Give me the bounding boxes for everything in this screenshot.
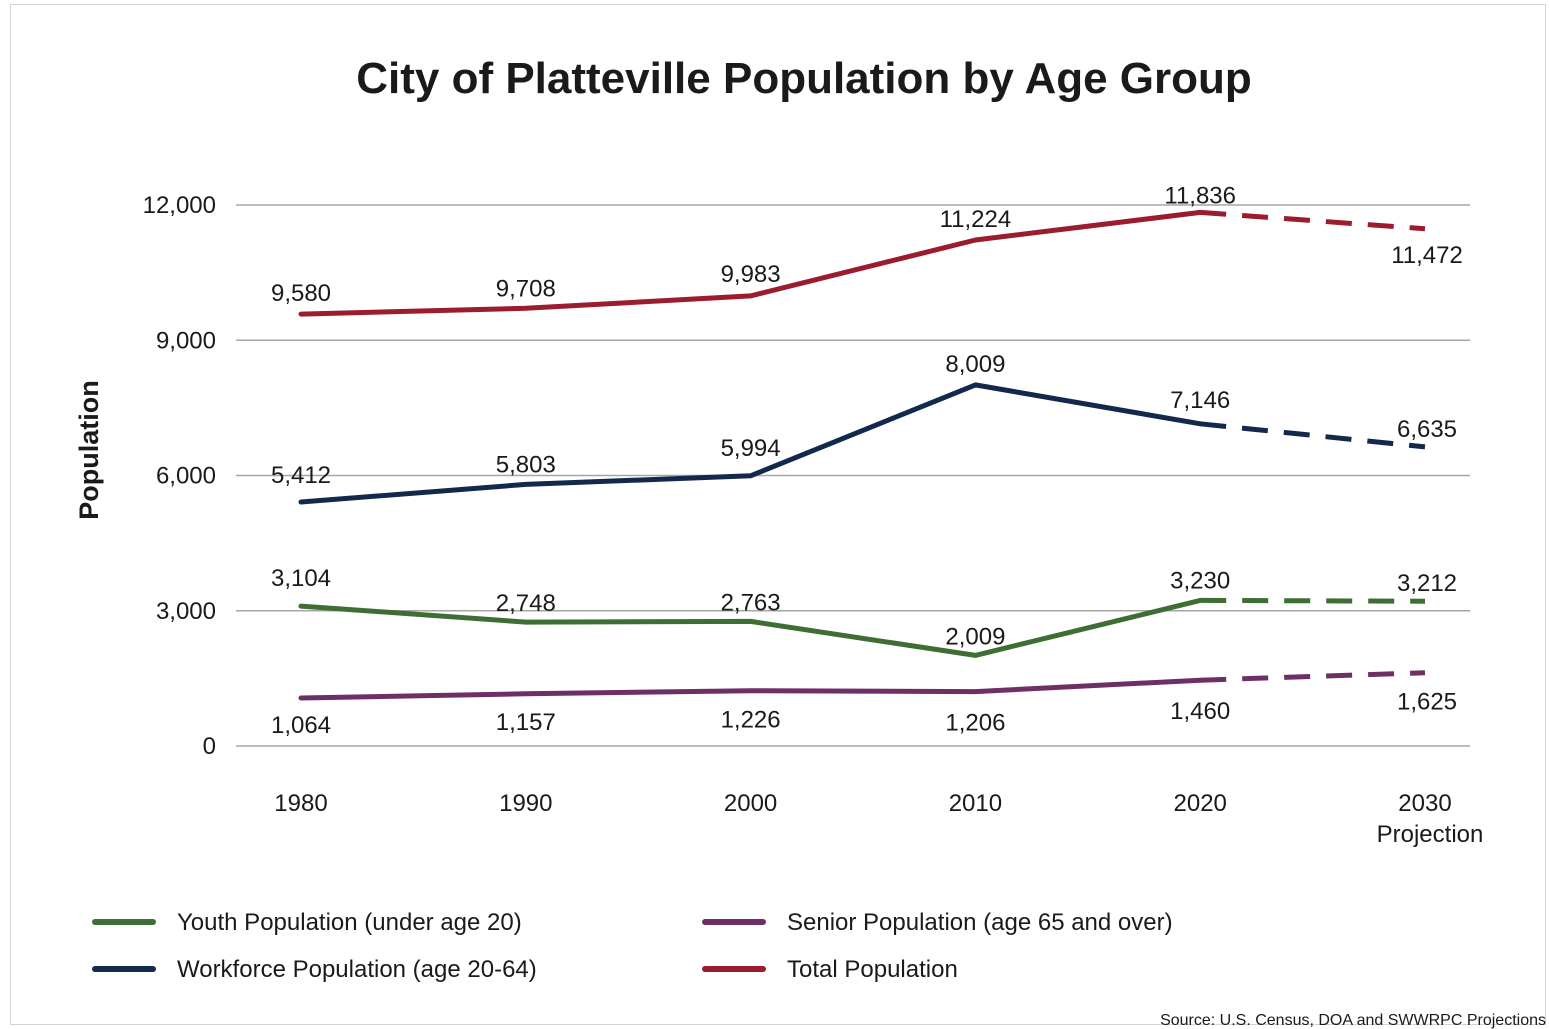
- data-label: 2,763: [721, 589, 781, 616]
- x-tick-label: 2010: [949, 790, 1002, 817]
- data-label: 2,748: [496, 590, 556, 617]
- y-tick-label: 9,000: [156, 327, 216, 354]
- y-tick-label: 12,000: [143, 192, 216, 219]
- x-tick-label: 1990: [499, 790, 552, 817]
- y-tick-label: 0: [203, 733, 216, 760]
- data-label: 1,226: [721, 707, 781, 734]
- y-axis-ticks: 0 3,000 6,000 9,000 12,000: [143, 192, 216, 760]
- x-axis-ticks: 1980 1990 2000 2010 2020 2030 Projection: [274, 790, 1483, 848]
- x-tick-sublabel: Projection: [1377, 821, 1484, 848]
- data-label: 11,836: [1164, 182, 1236, 209]
- data-label: 5,994: [721, 435, 781, 462]
- data-label: 5,803: [496, 451, 556, 478]
- legend-label: Senior Population (age 65 and over): [787, 909, 1173, 936]
- y-tick-label: 6,000: [156, 463, 216, 490]
- data-label: 1,460: [1170, 698, 1230, 725]
- legend: Youth Population (under age 20) Senior Po…: [92, 909, 1173, 983]
- data-label: 9,708: [496, 275, 556, 302]
- data-labels: 9,580 9,708 9,983 11,224 11,836 11,472 5,412 5,…: [271, 182, 1463, 739]
- data-label: 6,635: [1397, 416, 1457, 443]
- x-tick-label: 2000: [724, 790, 777, 817]
- data-label: 1,157: [496, 709, 556, 736]
- series-line-solid: [298, 597, 1203, 658]
- legend-label: Youth Population (under age 20): [177, 909, 522, 936]
- series-line-projection: [1200, 209, 1426, 232]
- gridlines: [236, 204, 1470, 747]
- x-tick-label: 2020: [1174, 790, 1227, 817]
- source-note: Source: U.S. Census, DOA and SWWRPC Proj…: [1160, 1012, 1546, 1029]
- data-label: 8,009: [945, 351, 1005, 378]
- chart-frame: [10, 4, 1546, 1025]
- data-label: 1,625: [1397, 689, 1457, 716]
- series-line-solid: [298, 382, 1203, 505]
- data-label: 9,580: [271, 280, 331, 307]
- data-label: 9,983: [721, 261, 781, 288]
- data-label: 2,009: [945, 623, 1005, 650]
- data-label: 1,206: [945, 710, 1005, 737]
- x-tick-label: 2030: [1398, 790, 1451, 817]
- chart-title: City of Platteville Population by Age Gr…: [356, 54, 1252, 103]
- y-axis-title: Population: [74, 380, 104, 519]
- series-line-projection: [1199, 421, 1426, 450]
- legend-label: Workforce Population (age 20-64): [177, 956, 537, 983]
- series-line-solid: [298, 209, 1203, 317]
- data-label: 11,224: [940, 206, 1012, 233]
- data-label: 7,146: [1170, 387, 1230, 414]
- x-tick-label: 1980: [274, 790, 327, 817]
- data-label: 11,472: [1391, 242, 1463, 269]
- data-label: 5,412: [271, 462, 331, 489]
- data-label: 3,212: [1397, 570, 1457, 597]
- data-label: 1,064: [271, 712, 331, 739]
- legend-label: Total Population: [787, 956, 958, 983]
- series-line-solid: [298, 677, 1203, 701]
- y-tick-label: 3,000: [156, 598, 216, 625]
- data-label: 3,104: [271, 565, 331, 592]
- data-label: 3,230: [1170, 567, 1230, 594]
- series-lines: [298, 209, 1426, 701]
- series-line-projection: [1200, 597, 1426, 604]
- series-line-projection: [1200, 670, 1426, 683]
